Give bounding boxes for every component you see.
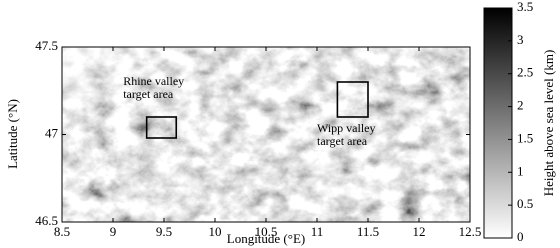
figure: Longitude (°E) Latitude (°N) Height abov… (0, 0, 560, 248)
x-tick-label: 9.5 (156, 224, 172, 239)
y-tick-label: 46.5 (35, 213, 58, 228)
colorbar-tick-label: 0.5 (517, 196, 533, 211)
colorbar-tick-label: 2 (517, 98, 524, 113)
colorbar-tick-label: 0 (517, 229, 524, 244)
x-tick-label: 11 (311, 224, 324, 239)
y-tick-label: 47.5 (35, 38, 58, 53)
colorbar-tick-label: 1.5 (517, 130, 533, 145)
x-tick-label: 10 (209, 224, 222, 239)
y-axis-label: Latitude (°N) (5, 99, 20, 169)
colorbar-tick-label: 3.5 (517, 0, 533, 14)
colorbar-tick-label: 3 (517, 32, 524, 47)
x-tick-label: 12.5 (459, 224, 482, 239)
y-tick-label: 47 (45, 125, 59, 140)
target-area-label: Rhine valley (123, 74, 184, 88)
x-tick-label: 12 (413, 224, 426, 239)
colorbar-tick-label: 1 (517, 163, 524, 178)
target-area-label: Wipp valley (317, 121, 376, 135)
x-tick-label: 11.5 (357, 224, 379, 239)
target-area-label: target area (123, 87, 174, 101)
colorbar-tick-label: 2.5 (517, 65, 533, 80)
colorbar-label: Height above sea level (km) (541, 50, 556, 197)
colorbar (484, 8, 512, 238)
x-tick-label: 9 (110, 224, 117, 239)
target-area-label: target area (317, 134, 368, 148)
x-tick-label: 10.5 (255, 224, 278, 239)
